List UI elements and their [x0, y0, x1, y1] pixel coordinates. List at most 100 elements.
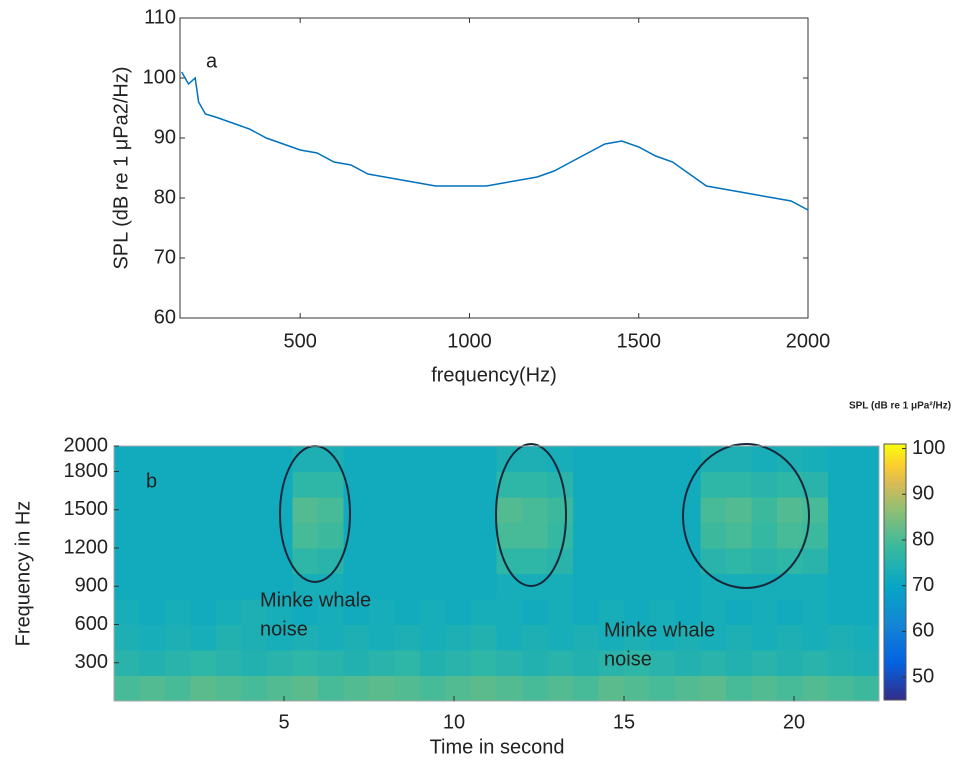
heat-cell — [394, 599, 421, 625]
heat-cell — [624, 599, 650, 625]
heat-cell — [216, 675, 242, 702]
heat-cell — [802, 548, 829, 574]
colorbar-strip — [884, 492, 906, 495]
heat-cell — [726, 522, 752, 549]
heat-cell — [394, 650, 421, 676]
heat-cell — [445, 548, 472, 574]
heat-cell — [547, 650, 574, 676]
heat-cell — [343, 497, 370, 523]
heat-cell — [190, 573, 217, 600]
heat-cell — [241, 650, 268, 676]
colorbar-strip — [884, 576, 906, 579]
heat-cell — [471, 599, 497, 625]
colorbar-strip — [884, 586, 906, 589]
heat-cell — [216, 650, 242, 676]
colorbar-strip — [884, 510, 906, 513]
x-tick-label: 20 — [783, 711, 805, 733]
heat-cell — [598, 497, 625, 523]
colorbar-strip — [884, 474, 906, 477]
colorbar-strip — [884, 496, 906, 499]
heat-cell — [292, 522, 319, 549]
heat-cell — [573, 522, 599, 549]
colorbar-strip — [884, 676, 906, 679]
heat-cell — [547, 497, 574, 523]
colorbar-strip — [884, 658, 906, 661]
heat-cell — [190, 675, 217, 702]
call-ellipse — [682, 443, 810, 589]
heat-cell — [318, 650, 344, 676]
y-tick-label: 90 — [154, 126, 176, 148]
heat-cell — [190, 548, 217, 574]
colorbar-strip — [884, 546, 906, 549]
heat-cell — [318, 522, 344, 549]
heat-cell — [139, 471, 166, 498]
heat-cell — [241, 548, 268, 574]
colorbar-strip — [884, 696, 906, 699]
heat-cell — [471, 675, 497, 702]
colorbar-strip — [884, 460, 906, 463]
heat-cell — [853, 573, 880, 600]
heat-cell — [649, 471, 676, 498]
heat-cell — [522, 650, 548, 676]
heat-cell — [777, 650, 803, 676]
heat-cell — [114, 471, 140, 498]
colorbar-tick-label: 70 — [912, 574, 934, 596]
heat-cell — [318, 624, 344, 651]
y-axis-label: SPL (dB re 1 μPa2/Hz) — [110, 66, 132, 269]
heat-cell — [726, 650, 752, 676]
heat-cell — [802, 624, 829, 651]
heat-cell — [522, 675, 548, 702]
colorbar-strip — [884, 538, 906, 541]
heat-cell — [190, 522, 217, 549]
heat-cell — [216, 624, 242, 651]
colorbar-strip — [884, 640, 906, 643]
colorbar-strip — [884, 500, 906, 503]
heat-cell — [190, 497, 217, 523]
heat-cell — [165, 650, 191, 676]
colorbar-strip — [884, 568, 906, 571]
colorbar-strip — [884, 508, 906, 511]
colorbar-strip — [884, 452, 906, 455]
heat-cell — [139, 573, 166, 600]
heat-cell — [573, 675, 599, 702]
heat-cell — [343, 675, 370, 702]
heat-cell — [394, 573, 421, 600]
colorbar-strip — [884, 544, 906, 547]
colorbar-title: SPL (dB re 1 μPa²/Hz) — [849, 401, 951, 412]
heat-cell — [343, 446, 370, 472]
y-tick-label: 1200 — [64, 536, 109, 558]
panel-label: a — [206, 50, 218, 72]
y-tick-label: 900 — [75, 575, 108, 597]
heat-cell — [420, 471, 446, 498]
heat-cell — [573, 497, 599, 523]
heat-cell — [624, 522, 650, 549]
colorbar-strip — [884, 490, 906, 493]
colorbar-strip — [884, 630, 906, 633]
colorbar-strip — [884, 472, 906, 475]
colorbar-strip — [884, 486, 906, 489]
colorbar-strip — [884, 634, 906, 637]
colorbar-strip — [884, 522, 906, 525]
heat-cell — [420, 650, 446, 676]
heat-cell — [394, 471, 421, 498]
heat-cell — [292, 548, 319, 574]
heat-cell — [394, 497, 421, 523]
colorbar-strip — [884, 514, 906, 517]
heat-cell — [751, 548, 778, 574]
colorbar-frame — [883, 443, 907, 701]
colorbar-strip — [884, 468, 906, 471]
colorbar-strip — [884, 558, 906, 561]
colorbar-strip — [884, 596, 906, 599]
heat-cell — [139, 497, 166, 523]
colorbar-strip — [884, 494, 906, 497]
heat-cell — [267, 675, 293, 702]
heat-cell — [777, 624, 803, 651]
heat-cell — [777, 548, 803, 574]
colorbar-strip — [884, 556, 906, 559]
colorbar-strip — [884, 588, 906, 591]
heat-cell — [139, 548, 166, 574]
colorbar-strip — [884, 624, 906, 627]
heat-cell — [445, 599, 472, 625]
x-tick-label: 15 — [613, 711, 635, 733]
heat-cell — [624, 446, 650, 472]
